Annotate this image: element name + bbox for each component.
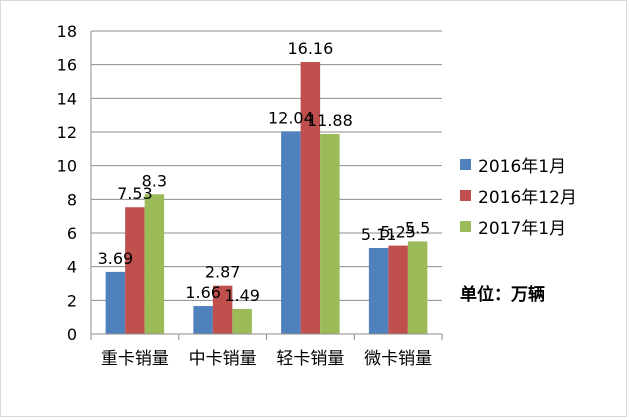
bar xyxy=(281,131,301,334)
unit-note: 单位：万辆 xyxy=(460,285,545,305)
legend-item: 2017年1月 xyxy=(460,211,577,242)
y-tick-label: 12 xyxy=(57,123,77,142)
y-tick-label: 8 xyxy=(67,190,77,209)
legend-label: 2017年1月 xyxy=(478,219,567,239)
data-label: 7.53 xyxy=(117,184,153,203)
data-label: 2.87 xyxy=(205,263,241,282)
data-label: 5.11 xyxy=(361,225,397,244)
x-tick-label: 轻卡销量 xyxy=(276,349,344,369)
legend-label: 2016年12月 xyxy=(478,188,577,208)
y-tick-label: 18 xyxy=(57,22,77,41)
y-tick-label: 4 xyxy=(67,258,77,277)
bar xyxy=(212,285,233,334)
legend-swatch xyxy=(460,159,471,170)
bar xyxy=(125,207,145,334)
y-tick-label: 0 xyxy=(67,325,77,344)
x-tick-label: 重卡销量 xyxy=(101,349,169,369)
bar xyxy=(105,271,126,334)
y-tick-label: 2 xyxy=(67,291,77,310)
bar xyxy=(388,245,408,334)
legend: 2016年1月 2016年12月 2017年1月 xyxy=(460,149,577,242)
bar xyxy=(144,194,165,334)
bar xyxy=(232,308,252,334)
y-tick-label: 14 xyxy=(57,89,77,108)
data-label: 5.5 xyxy=(405,218,430,237)
bar xyxy=(368,247,389,334)
legend-item: 2016年12月 xyxy=(460,180,577,211)
data-labels: 3.69 1.66 12.04 5.11 7.53 2.87 16.16 5.25 8.3 1.4… xyxy=(98,39,431,305)
data-label: 11.88 xyxy=(307,111,353,130)
x-tick-label: 微卡销量 xyxy=(364,349,432,369)
bar xyxy=(300,61,321,335)
legend-item: 2016年1月 xyxy=(460,149,577,180)
data-label: 1.66 xyxy=(185,283,221,302)
x-axis: 重卡销量 中卡销量 轻卡销量 微卡销量 xyxy=(90,333,443,369)
data-label: 12.04 xyxy=(268,108,314,127)
data-label: 16.16 xyxy=(287,39,333,58)
data-label: 1.49 xyxy=(224,286,260,305)
bar xyxy=(407,241,428,334)
y-axis: 0 2 4 6 8 10 12 14 16 18 xyxy=(57,22,92,344)
data-label: 3.69 xyxy=(98,249,134,268)
y-tick-label: 10 xyxy=(57,157,77,176)
y-tick-label: 6 xyxy=(67,224,77,243)
data-label: 8.3 xyxy=(142,171,167,190)
legend-swatch xyxy=(460,221,471,232)
legend-label: 2016年1月 xyxy=(478,157,567,177)
x-tick-label: 中卡销量 xyxy=(189,349,257,369)
bar xyxy=(193,306,213,334)
data-label: 5.25 xyxy=(380,223,416,242)
y-tick-label: 16 xyxy=(57,56,77,75)
bars xyxy=(105,61,428,335)
bar xyxy=(320,134,340,334)
legend-swatch xyxy=(460,190,471,201)
